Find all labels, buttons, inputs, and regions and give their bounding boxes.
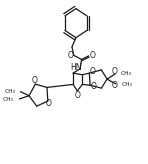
Text: CH₃: CH₃	[3, 97, 14, 102]
Text: CH₃: CH₃	[4, 89, 15, 94]
Text: O: O	[32, 76, 38, 85]
Text: O: O	[67, 51, 73, 60]
Text: O: O	[90, 67, 96, 76]
Text: HN: HN	[70, 63, 82, 72]
Text: CH₃: CH₃	[120, 72, 131, 76]
Text: O: O	[91, 82, 96, 91]
Text: O: O	[112, 67, 118, 76]
Text: O: O	[46, 99, 52, 108]
Text: CH₃: CH₃	[121, 82, 132, 87]
Text: O: O	[112, 81, 118, 90]
Text: O: O	[89, 51, 95, 60]
Text: O: O	[74, 91, 80, 100]
